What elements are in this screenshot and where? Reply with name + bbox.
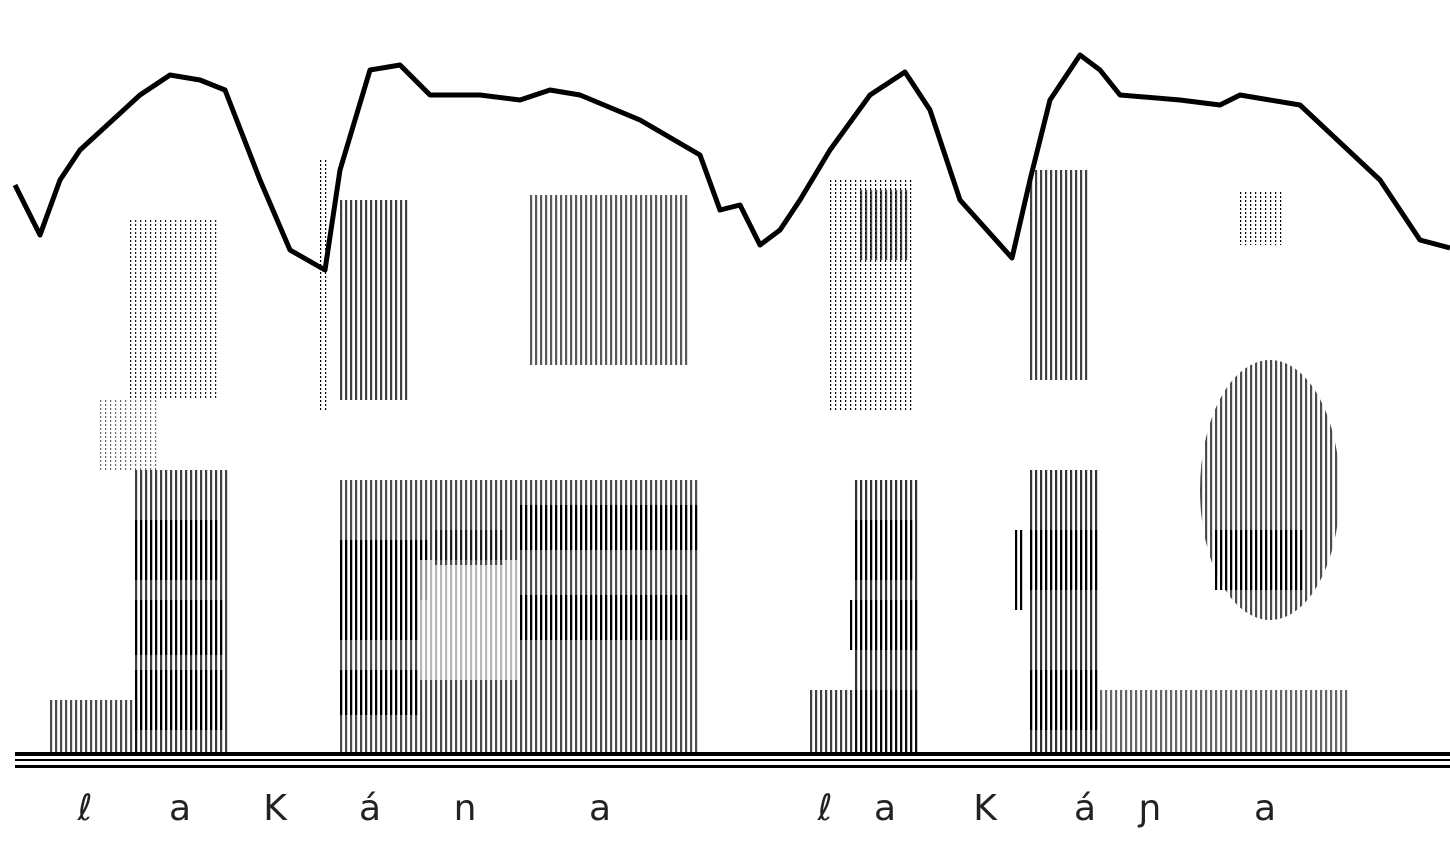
phoneme-label: a <box>169 788 191 829</box>
phoneme-label: a <box>874 788 896 829</box>
phoneme-label: a <box>1254 788 1276 829</box>
formant <box>860 190 910 260</box>
energy-band <box>130 220 220 400</box>
formant <box>340 600 420 640</box>
formant <box>340 670 420 715</box>
axis-line <box>15 765 1450 768</box>
formant <box>520 505 700 550</box>
energy-band <box>100 400 160 470</box>
spectrogram: ℓaKánaℓaKáɲa <box>0 0 1450 846</box>
formant <box>850 600 920 650</box>
phoneme-label: n <box>454 788 477 829</box>
formant <box>1030 530 1100 590</box>
phoneme-label: K <box>263 788 288 829</box>
formant <box>1215 530 1305 590</box>
formant <box>435 530 505 565</box>
formant <box>855 520 915 580</box>
axis-line <box>15 759 1450 761</box>
phoneme-label: a <box>589 788 611 829</box>
burst <box>1015 530 1025 610</box>
energy-band <box>50 700 140 752</box>
page: ℓaKánaℓaKáɲa (() => { const data = JSON.… <box>0 0 1450 846</box>
baseline <box>15 752 1450 768</box>
formant <box>135 600 225 655</box>
energy-band <box>340 200 410 400</box>
energy-band <box>1030 170 1090 380</box>
phoneme-label: á <box>359 788 381 829</box>
phoneme-label: ℓ <box>817 788 833 829</box>
phoneme-label: K <box>973 788 998 829</box>
energy-band <box>1240 190 1285 245</box>
phoneme-label: á <box>1074 788 1096 829</box>
formant <box>520 595 690 640</box>
formant <box>135 670 225 730</box>
energy-band <box>1100 690 1350 752</box>
energy-band <box>530 195 690 365</box>
axis-line <box>15 752 1450 756</box>
burst <box>320 160 330 410</box>
formant <box>340 540 430 600</box>
gap <box>420 560 520 680</box>
phoneme-label: ɲ <box>1137 788 1161 829</box>
phoneme-label: ℓ <box>77 788 93 829</box>
formant <box>1030 670 1100 730</box>
formant <box>135 520 220 580</box>
